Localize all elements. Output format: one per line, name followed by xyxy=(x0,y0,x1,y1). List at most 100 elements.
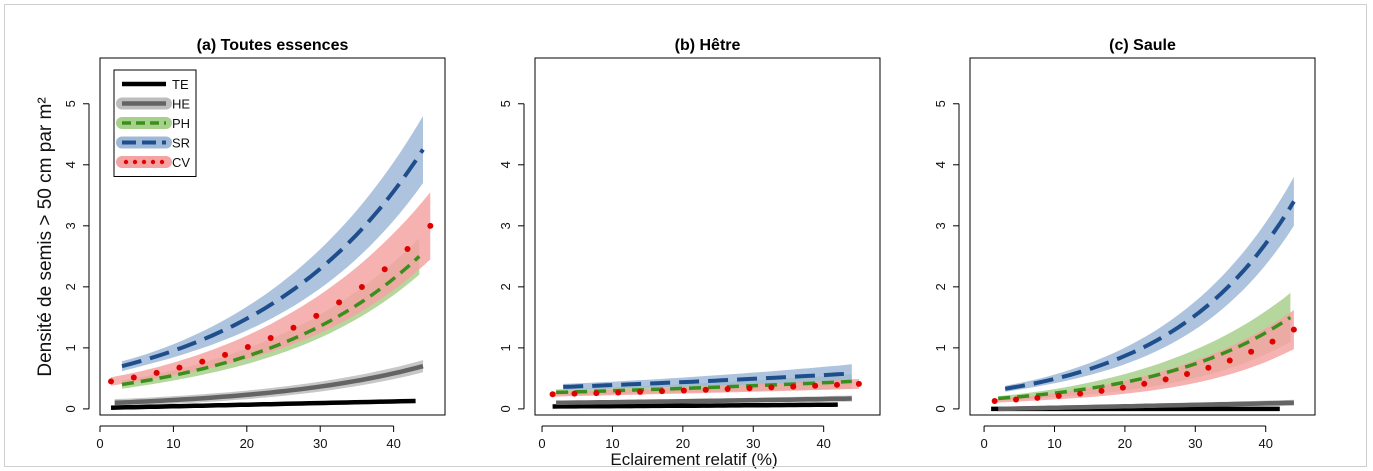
x-tick-label: 10 xyxy=(166,436,180,451)
point-cv xyxy=(381,266,388,273)
point-cv xyxy=(358,283,365,290)
point-cv xyxy=(1077,390,1084,397)
line-sr xyxy=(121,148,425,369)
x-tick-label: 40 xyxy=(816,436,830,451)
x-tick-label: 0 xyxy=(538,436,545,451)
point-cv xyxy=(768,384,775,391)
panel-2: (b) Hêtre 0 10 20 30 40 0 1 2 3 4 5 xyxy=(498,37,881,451)
line-he xyxy=(114,364,424,406)
y-tick-label: 3 xyxy=(933,222,948,229)
legend-label-ph: PH xyxy=(172,116,190,131)
point-cv xyxy=(549,391,556,398)
point-cv xyxy=(427,222,434,229)
panel-title: (b) Hêtre xyxy=(675,37,741,54)
point-cv xyxy=(834,381,841,388)
point-cv xyxy=(1119,384,1126,391)
y-tick-label: 2 xyxy=(498,283,513,290)
point-cv xyxy=(790,383,797,390)
y-tick-label: 5 xyxy=(498,100,513,107)
y-tick-label: 0 xyxy=(63,405,78,412)
plot-frame xyxy=(969,57,1316,416)
line-ph xyxy=(556,379,852,395)
point-cv xyxy=(637,388,644,395)
x-tick-label: 30 xyxy=(746,436,760,451)
point-cv xyxy=(1034,394,1041,401)
y-tick-label: 4 xyxy=(498,161,513,168)
panel-1: (a) Toutes essences 0 10 20 30 40 0 1 2 3 4 5 TE HE PH… xyxy=(63,37,446,451)
y-axis: 0 1 2 3 4 5 xyxy=(498,100,525,413)
point-cv xyxy=(290,324,297,331)
point-cv xyxy=(1290,326,1297,333)
point-cv xyxy=(336,299,343,306)
panel-title: (c) Saule xyxy=(1109,37,1176,54)
y-tick-label: 0 xyxy=(933,405,948,412)
point-cv xyxy=(153,369,160,376)
point-cv xyxy=(991,397,998,404)
point-cv xyxy=(267,334,274,341)
point-cv xyxy=(746,385,753,392)
line-sr xyxy=(1004,200,1296,391)
band-ph xyxy=(122,238,420,389)
point-cv xyxy=(812,382,819,389)
x-tick-label: 20 xyxy=(1118,436,1132,451)
line-sr xyxy=(563,371,852,389)
x-axis-label: Eclairement relatif (%) xyxy=(610,450,777,469)
point-cv xyxy=(1184,371,1191,378)
x-tick-label: 30 xyxy=(1188,436,1202,451)
y-tick-label: 5 xyxy=(63,100,78,107)
x-tick-label: 30 xyxy=(313,436,327,451)
y-tick-label: 3 xyxy=(63,222,78,229)
legend-label-sr: SR xyxy=(172,136,190,151)
point-cv xyxy=(1269,338,1276,345)
y-axis-label: Densité de semis > 50 cm par m² xyxy=(35,97,56,376)
point-cv xyxy=(244,343,251,350)
line-te xyxy=(110,398,416,410)
x-tick-label: 0 xyxy=(980,436,987,451)
point-cv xyxy=(1226,357,1233,364)
x-axis: 0 10 20 30 40 xyxy=(980,425,1273,451)
legend-dot-cv xyxy=(159,159,165,165)
x-tick-label: 40 xyxy=(386,436,400,451)
y-axis: 0 1 2 3 4 5 xyxy=(63,100,90,413)
point-cv xyxy=(1162,376,1169,383)
point-cv xyxy=(404,246,411,253)
legend-label-he: HE xyxy=(172,97,190,112)
point-cv xyxy=(571,390,578,397)
point-cv xyxy=(130,374,137,381)
y-tick-label: 2 xyxy=(63,283,78,290)
point-cv xyxy=(108,378,115,385)
y-axis: 0 1 2 3 4 5 xyxy=(933,100,960,413)
x-tick-label: 20 xyxy=(240,436,254,451)
line-he xyxy=(998,400,1294,412)
legend-label-cv: CV xyxy=(172,155,190,170)
point-cv xyxy=(199,358,206,365)
plot-frame xyxy=(534,57,881,416)
point-cv xyxy=(593,390,600,397)
y-tick-label: 1 xyxy=(498,344,513,351)
point-cv xyxy=(176,364,183,371)
y-tick-label: 4 xyxy=(63,161,78,168)
line-he xyxy=(556,396,852,406)
y-tick-label: 3 xyxy=(498,222,513,229)
point-cv xyxy=(724,386,731,393)
x-tick-label: 10 xyxy=(1047,436,1061,451)
band-sr xyxy=(122,116,423,372)
point-cv xyxy=(1248,348,1255,355)
x-tick-label: 40 xyxy=(1258,436,1272,451)
y-tick-label: 4 xyxy=(933,161,948,168)
panel-3: (c) Saule 0 10 20 30 40 0 1 2 3 4 5 xyxy=(933,37,1316,451)
point-cv xyxy=(855,380,862,387)
x-axis: 0 10 20 30 40 xyxy=(96,425,401,451)
point-cv xyxy=(680,387,687,394)
y-tick-label: 2 xyxy=(933,283,948,290)
x-axis: 0 10 20 30 40 xyxy=(538,425,831,451)
x-tick-label: 20 xyxy=(676,436,690,451)
x-tick-label: 10 xyxy=(605,436,619,451)
line-ph xyxy=(998,315,1292,401)
x-tick-label: 0 xyxy=(96,436,103,451)
y-tick-label: 1 xyxy=(933,344,948,351)
band-sr xyxy=(1005,177,1294,392)
point-cv xyxy=(1013,396,1020,403)
panel-title: (a) Toutes essences xyxy=(197,37,349,54)
